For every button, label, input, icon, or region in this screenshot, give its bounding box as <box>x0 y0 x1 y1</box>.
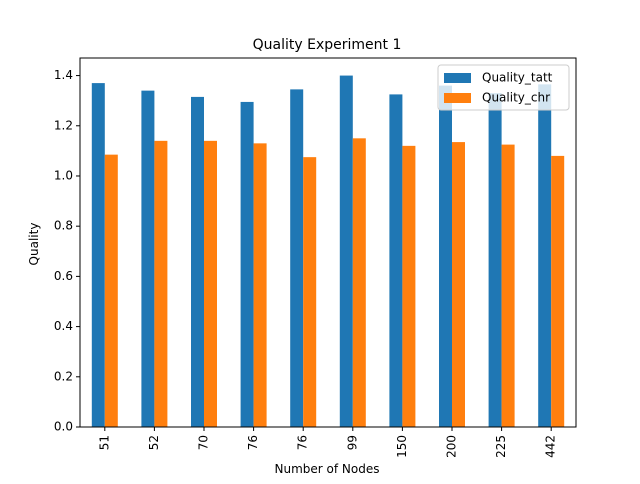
x-tick-label: 442 <box>544 435 558 458</box>
y-tick-label: 0.8 <box>54 219 73 233</box>
legend-label: Quality_chr <box>482 91 550 105</box>
x-tick-label: 52 <box>147 435 161 450</box>
y-tick-label: 1.0 <box>54 168 73 182</box>
x-axis-label: Number of Nodes <box>275 462 380 476</box>
x-tick-label: 76 <box>246 435 260 450</box>
bar-tatt-7 <box>439 85 452 427</box>
bars-group <box>91 75 565 428</box>
bar-chr-7 <box>452 142 465 427</box>
y-tick-label: 1.4 <box>54 68 73 82</box>
y-ticks-group: 0.0 0.2 0.4 0.6 0.8 1.0 1.2 1.4 <box>54 68 80 434</box>
bar-tatt-9 <box>538 84 552 427</box>
x-tick-label: 51 <box>97 435 111 450</box>
bar-chr-9 <box>551 155 565 428</box>
bar-tatt-3 <box>240 101 254 427</box>
bar-chr-2 <box>204 140 217 427</box>
y-tick-label: 0.6 <box>54 269 73 283</box>
x-tick-label: 76 <box>296 435 310 450</box>
legend: Quality_tatt Quality_chr <box>437 64 570 111</box>
bar-tatt-5 <box>339 75 353 428</box>
x-tick-label: 99 <box>345 435 359 450</box>
bar-chr-6 <box>402 145 416 427</box>
bar-tatt-6 <box>389 94 403 428</box>
y-tick-label: 0.0 <box>54 420 73 434</box>
axes-group <box>79 57 577 428</box>
bar-chr-8 <box>501 144 515 427</box>
x-tick-label: 70 <box>197 435 211 450</box>
bar-tatt-4 <box>290 89 304 427</box>
y-tick-label: 1.2 <box>54 118 73 132</box>
plot-frame <box>79 57 577 428</box>
chart-title: Quality Experiment 1 <box>253 37 402 53</box>
bar-chr-4 <box>303 157 317 427</box>
y-tick-label: 0.4 <box>54 319 73 333</box>
x-ticks-group: 51 52 70 76 76 99 150 200 225 442 <box>97 427 558 458</box>
bar-tatt-2 <box>191 96 204 427</box>
legend-swatch <box>444 93 471 103</box>
bar-chr-3 <box>253 143 267 428</box>
bar-tatt-0 <box>91 83 105 427</box>
bar-chr-0 <box>104 154 118 427</box>
y-tick-label: 0.2 <box>54 369 73 383</box>
legend-label: Quality_tatt <box>482 71 553 85</box>
x-tick-label: 150 <box>395 435 409 458</box>
bar-tatt-1 <box>141 90 155 427</box>
bar-tatt-8 <box>488 93 502 428</box>
bar-chr-5 <box>352 138 366 427</box>
legend-swatch <box>444 73 471 83</box>
x-tick-label: 225 <box>494 435 508 458</box>
y-axis-label: Quality <box>27 223 41 266</box>
bar-chr-1 <box>154 140 168 427</box>
x-tick-label: 200 <box>445 435 459 458</box>
